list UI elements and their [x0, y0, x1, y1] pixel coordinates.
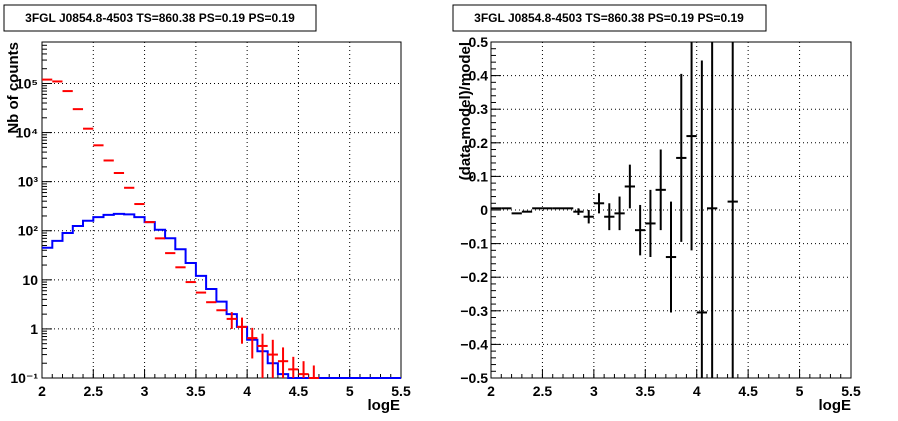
counts-data-point	[267, 339, 278, 378]
counts-data-point	[288, 356, 299, 378]
residual-ytick-label: −0.1	[460, 236, 488, 252]
residual-ytick-label: 0.5	[469, 34, 489, 50]
counts-xtick-label: 5	[346, 383, 354, 399]
residual-data-point	[593, 193, 605, 214]
residual-ticks: 2 2.5 3 3.5 4 4.5 5 5.5 −0.5 −0.4 −0.3 −0.2 −0.1 0 0.1…	[460, 34, 861, 399]
counts-xtick-label: 2	[38, 383, 46, 399]
counts-title-frame	[3, 4, 317, 32]
residual-xtick-label: 2.5	[533, 383, 553, 399]
residual-data-point	[624, 164, 635, 209]
residual-xtick-label: 3	[590, 383, 598, 399]
residual-title: 3FGL J0854.8-4503 TS=860.38 PS=0.19 PS=0…	[474, 11, 744, 25]
counts-title: 3FGL J0854.8-4503 TS=860.38 PS=0.19 PS=0…	[25, 11, 295, 25]
counts-xtick-label: 3	[141, 383, 149, 399]
model-step-line	[42, 212, 401, 379]
residual-xtick-label: 5.5	[841, 383, 861, 399]
residual-data-point	[614, 196, 625, 231]
residual-xtick-label: 4	[693, 383, 701, 399]
counts-ytick-label: 10⁴	[16, 125, 39, 141]
residual-xtick-label: 4.5	[738, 383, 758, 399]
residual-title-frame	[452, 4, 767, 32]
counts-xlabel: logE	[368, 397, 401, 414]
counts-xtick-label: 5.5	[391, 383, 411, 399]
counts-ytick-label: 10²	[18, 223, 39, 239]
residual-data-point	[676, 73, 687, 242]
residual-xtick-label: 2	[487, 383, 495, 399]
residual-data-point	[635, 204, 646, 256]
counts-ytick-label: 10⁻¹	[10, 370, 38, 386]
residual-data-point	[583, 210, 594, 224]
counts-ytick-label: 10³	[18, 174, 39, 190]
residual-data-point	[573, 208, 584, 216]
residual-xtick-label: 3.5	[636, 383, 656, 399]
residual-xlabel: logE	[819, 397, 852, 414]
counts-data-point	[236, 317, 248, 344]
residual-ytick-label: 0.4	[469, 68, 489, 84]
counts-grid	[42, 42, 401, 378]
counts-xtick-label: 4.5	[289, 383, 309, 399]
counts-data-point	[247, 327, 258, 359]
counts-title-box: 3FGL J0854.8-4503 TS=860.38 PS=0.19 PS=0…	[3, 4, 317, 32]
residual-title-box: 3FGL J0854.8-4503 TS=860.38 PS=0.19 PS=0…	[452, 4, 767, 32]
residual-ytick-label: −0.5	[460, 370, 488, 386]
residual-ytick-label: 0	[480, 202, 488, 218]
residual-marks	[491, 42, 738, 378]
residual-data-point	[696, 60, 707, 378]
counts-data-point	[308, 365, 319, 379]
residual-xtick-label: 5	[796, 383, 804, 399]
counts-xtick-label: 3.5	[186, 383, 206, 399]
counts-ticks: 2 2.5 3 3.5 4 4.5 5 5.5 10⁻¹ 1 10 10² 10³ 10⁴ 10⁵	[10, 41, 411, 399]
residual-ytick-label: 0.3	[469, 101, 489, 117]
residual-ytick-label: −0.2	[460, 269, 488, 285]
residual-panel: 2 2.5 3 3.5 4 4.5 5 5.5 −0.5 −0.4 −0.3 −0.2 −0.1 0 0.1…	[452, 4, 861, 414]
residual-data-point	[707, 42, 718, 378]
counts-panel: 2 2.5 3 3.5 4 4.5 5 5.5 10⁻¹ 1 10 10² 10³ 10⁴ 10⁵ 3FGL…	[3, 4, 411, 414]
residual-data-point	[655, 149, 666, 231]
counts-ylabel: Nb of counts	[5, 42, 22, 134]
residual-data-point	[645, 189, 656, 258]
residual-data-point	[727, 42, 738, 378]
counts-plot-frame	[41, 41, 402, 379]
residual-data-point	[665, 201, 677, 313]
counts-data-point	[277, 347, 289, 378]
counts-data-point	[226, 312, 237, 329]
residual-ytick-label: 0.2	[469, 135, 489, 151]
residual-ytick-label: −0.4	[460, 336, 488, 352]
residual-ytick-label: 0.1	[469, 168, 489, 184]
counts-xtick-label: 2.5	[84, 383, 104, 399]
residual-ytick-label: −0.3	[460, 303, 488, 319]
counts-data-point	[298, 361, 309, 378]
residual-ylabel: (data-model)/model	[457, 42, 474, 180]
residual-data-point	[604, 203, 615, 231]
counts-ytick-label: 10⁵	[16, 75, 38, 91]
counts-marks	[42, 78, 401, 379]
residual-data-point	[686, 42, 697, 251]
counts-ytick-label: 1	[30, 321, 38, 337]
counts-ytick-label: 10	[22, 272, 38, 288]
counts-data-point	[257, 333, 268, 378]
counts-xtick-label: 4	[243, 383, 251, 399]
